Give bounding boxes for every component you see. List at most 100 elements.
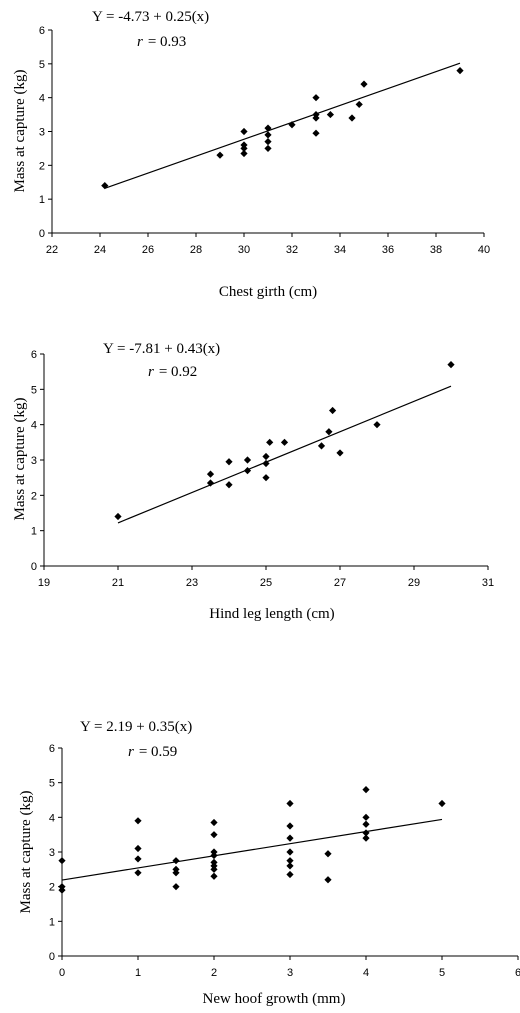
data-point — [243, 467, 252, 475]
data-point — [264, 144, 272, 153]
data-point — [134, 869, 142, 877]
data-point — [240, 127, 248, 136]
data-point — [329, 406, 337, 415]
data-point — [172, 857, 180, 865]
data-point — [324, 876, 332, 884]
x-tick-label: 23 — [186, 577, 198, 589]
data-point — [286, 834, 294, 842]
y-tick-label: 2 — [31, 490, 37, 502]
regression-equation: Y = 2.19 + 0.35(x) — [80, 719, 192, 735]
regression-equation: Y = -7.81 + 0.43(x) — [103, 341, 220, 357]
data-point — [360, 80, 368, 88]
y-tick-label: 5 — [49, 778, 55, 790]
data-point — [240, 149, 248, 158]
y-tick-label: 1 — [49, 916, 55, 928]
data-point — [210, 865, 218, 873]
data-point — [101, 182, 109, 190]
data-point — [210, 831, 218, 839]
data-point — [438, 799, 446, 808]
data-point — [317, 442, 326, 450]
y-tick-label: 5 — [39, 59, 45, 71]
data-point — [240, 144, 248, 153]
data-point — [447, 361, 455, 369]
r-value: = 0.92 — [159, 364, 197, 380]
data-point — [286, 822, 294, 830]
data-point — [264, 138, 272, 146]
data-point — [286, 857, 294, 865]
data-point — [243, 456, 252, 464]
y-axis-label: Mass at capture (kg) — [12, 70, 28, 193]
data-point — [58, 857, 66, 865]
data-point — [266, 438, 274, 446]
data-point — [286, 799, 294, 808]
regression-line — [117, 385, 452, 524]
data-point — [210, 851, 218, 860]
x-tick-label: 26 — [142, 244, 154, 256]
y-axis-label: Mass at capture (kg) — [18, 791, 34, 914]
x-axis-label: Hind leg length (cm) — [209, 606, 334, 622]
x-tick-label: 36 — [382, 244, 394, 256]
data-point — [336, 449, 344, 457]
x-tick-label: 25 — [260, 577, 272, 589]
data-point — [225, 481, 233, 489]
x-tick-label: 24 — [94, 244, 106, 256]
correlation-coefficient: r = 0.93 — [137, 34, 186, 50]
x-tick-label: 34 — [334, 244, 346, 256]
x-tick-label: 4 — [363, 967, 369, 979]
chart-panel-3: 0 1 2 3 4 5 6 0 1 2 3 4 5 6 Y = 2.19 + 0.35(x) r = 0.59 N… — [18, 719, 520, 1007]
data-point — [325, 428, 333, 436]
x-tick-label: 6 — [515, 967, 520, 979]
data-point — [324, 850, 332, 858]
x-tick-label: 2 — [211, 967, 217, 979]
x-tick-label: 28 — [190, 244, 202, 256]
y-tick-label: 1 — [31, 526, 37, 538]
correlation-coefficient: r = 0.92 — [148, 364, 197, 380]
data-point — [58, 886, 66, 894]
data-point — [312, 94, 320, 102]
y-tick-label: 6 — [49, 743, 55, 755]
y-tick-label: 4 — [49, 812, 55, 824]
data-point — [286, 870, 294, 879]
data-point — [134, 844, 142, 853]
regression-line — [61, 818, 443, 881]
r-value: = 0.59 — [139, 744, 177, 760]
data-point — [172, 883, 180, 891]
r-symbol: r — [128, 744, 134, 760]
r-symbol: r — [148, 364, 154, 380]
correlation-coefficient: r = 0.59 — [128, 744, 177, 760]
x-tick-label: 0 — [59, 967, 65, 979]
r-symbol: r — [137, 34, 143, 50]
y-tick-label: 2 — [39, 160, 45, 172]
data-point — [134, 855, 142, 863]
regression-line — [104, 62, 461, 189]
y-tick-label: 3 — [39, 127, 45, 139]
data-point — [262, 459, 270, 468]
data-point — [288, 121, 296, 129]
y-tick-label: 0 — [31, 561, 37, 573]
r-value: = 0.93 — [148, 34, 186, 50]
data-point — [355, 100, 363, 109]
y-tick-label: 3 — [31, 455, 37, 467]
data-point — [225, 458, 233, 466]
data-point — [348, 114, 356, 122]
y-tick-label: 2 — [49, 882, 55, 894]
y-tick-label: 4 — [39, 93, 45, 105]
y-tick-label: 4 — [31, 420, 37, 432]
y-tick-label: 0 — [49, 951, 55, 963]
y-tick-label: 6 — [31, 349, 37, 361]
y-tick-label: 3 — [49, 847, 55, 859]
x-tick-label: 19 — [38, 577, 50, 589]
x-tick-label: 22 — [46, 244, 58, 256]
data-point — [362, 829, 370, 837]
data-point — [216, 151, 224, 159]
data-point — [264, 124, 272, 132]
data-point — [312, 129, 320, 137]
y-tick-label: 1 — [39, 194, 45, 206]
data-point — [280, 438, 289, 446]
data-point — [362, 813, 370, 821]
data-point — [262, 452, 270, 461]
data-point — [206, 470, 215, 478]
x-tick-label: 30 — [238, 244, 250, 256]
